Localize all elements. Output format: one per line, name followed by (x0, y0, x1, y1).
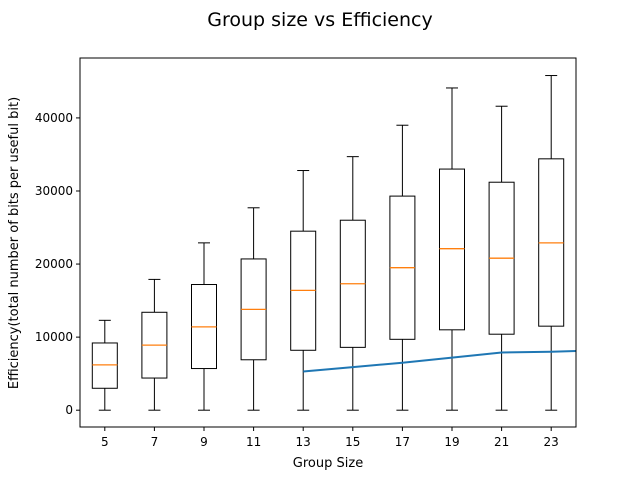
x-axis-label: Group Size (293, 456, 363, 471)
x-tick-label: 21 (494, 435, 509, 449)
box-19 (439, 87, 465, 411)
x-tick-label: 7 (151, 435, 159, 449)
y-tick-label: 30000 (35, 184, 73, 198)
x-tick-label: 9 (200, 435, 208, 449)
box-11 (240, 207, 267, 411)
box-23 (538, 75, 565, 411)
box-15 (339, 156, 366, 411)
box-9 (191, 242, 217, 411)
x-tick-label: 15 (345, 435, 360, 449)
x-tick-label: 5 (101, 435, 109, 449)
x-tick-label: 19 (444, 435, 459, 449)
x-tick-label: 23 (544, 435, 559, 449)
x-tick-label: 11 (246, 435, 261, 449)
plot-frame (79, 57, 577, 428)
series-line-0 (303, 350, 576, 373)
x-tick-label: 17 (395, 435, 410, 449)
plot-area: 0 10000 20000 30000 40000 5 7 9 11 13 15 17 19 21 23 (35, 75, 576, 449)
box-5 (91, 319, 118, 411)
box-17 (389, 124, 416, 411)
chart-title: Group size vs Efficiency (207, 9, 432, 31)
x-tick-label: 13 (296, 435, 311, 449)
iqr-box (91, 342, 118, 389)
box-13 (290, 170, 317, 411)
box-7 (141, 278, 168, 411)
y-tick-label: 0 (65, 403, 73, 417)
y-tick-label: 40000 (35, 111, 73, 125)
y-tick-label: 20000 (35, 257, 73, 271)
y-tick-label: 10000 (35, 330, 73, 344)
y-axis-label: Efficiency(total number of bits per usef… (7, 97, 22, 389)
iqr-box (439, 168, 465, 331)
box-21 (488, 105, 515, 411)
